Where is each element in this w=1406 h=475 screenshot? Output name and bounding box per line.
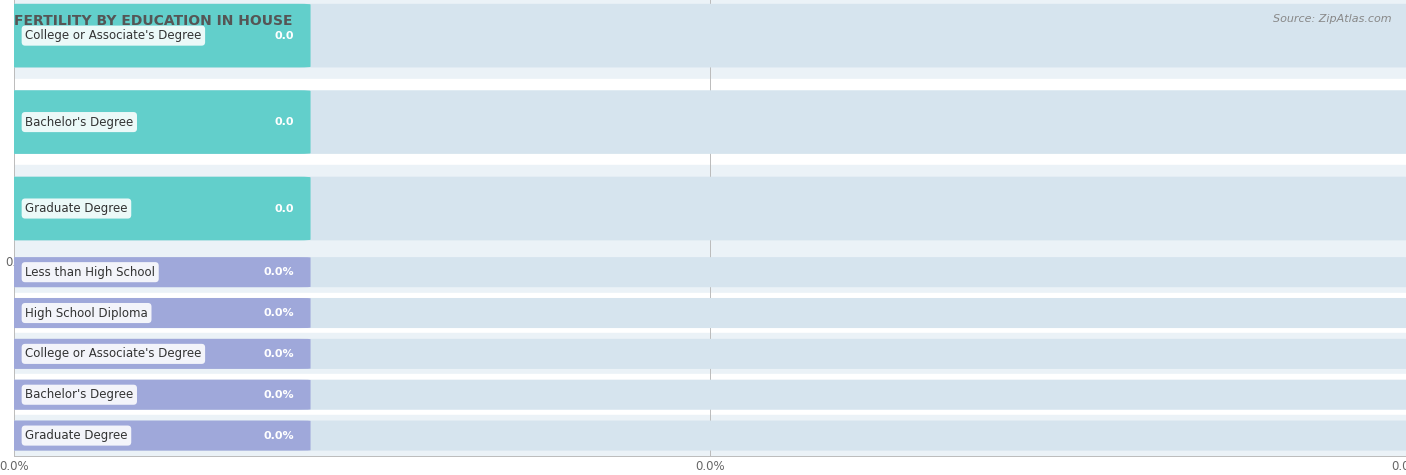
FancyBboxPatch shape [4,4,1406,67]
Bar [14,293,1406,333]
FancyBboxPatch shape [4,420,1406,451]
Text: 0.0%: 0.0% [263,349,294,359]
Text: Graduate Degree: Graduate Degree [25,202,128,215]
Text: 0.0%: 0.0% [263,390,294,400]
FancyBboxPatch shape [4,298,311,328]
Text: 0.0%: 0.0% [263,308,294,318]
FancyBboxPatch shape [4,257,1406,287]
Text: 0.0: 0.0 [274,30,294,41]
Text: Graduate Degree: Graduate Degree [25,429,128,442]
Text: Source: ZipAtlas.com: Source: ZipAtlas.com [1274,14,1392,24]
Text: Less than High School: Less than High School [25,266,155,279]
FancyBboxPatch shape [4,177,311,240]
Text: 0.0%: 0.0% [263,267,294,277]
FancyBboxPatch shape [4,4,311,67]
Text: High School Diploma: High School Diploma [25,306,148,320]
Text: FERTILITY BY EDUCATION IN HOUSE: FERTILITY BY EDUCATION IN HOUSE [14,14,292,28]
Bar [14,165,1406,252]
FancyBboxPatch shape [4,90,1406,154]
Text: 0.0: 0.0 [274,203,294,214]
Text: College or Associate's Degree: College or Associate's Degree [25,29,201,42]
FancyBboxPatch shape [4,339,311,369]
FancyBboxPatch shape [4,380,1406,410]
FancyBboxPatch shape [4,339,1406,369]
FancyBboxPatch shape [4,177,1406,240]
FancyBboxPatch shape [4,298,1406,328]
FancyBboxPatch shape [4,420,311,451]
Bar [14,333,1406,374]
Bar [14,374,1406,415]
Bar [14,252,1406,293]
FancyBboxPatch shape [4,90,311,154]
Text: Bachelor's Degree: Bachelor's Degree [25,115,134,129]
Bar [14,0,1406,79]
Text: 0.0: 0.0 [274,117,294,127]
FancyBboxPatch shape [4,257,311,287]
Text: College or Associate's Degree: College or Associate's Degree [25,347,201,361]
Bar [14,79,1406,165]
Text: 0.0%: 0.0% [263,430,294,441]
Bar [14,415,1406,456]
Text: Bachelor's Degree: Bachelor's Degree [25,388,134,401]
FancyBboxPatch shape [4,380,311,410]
